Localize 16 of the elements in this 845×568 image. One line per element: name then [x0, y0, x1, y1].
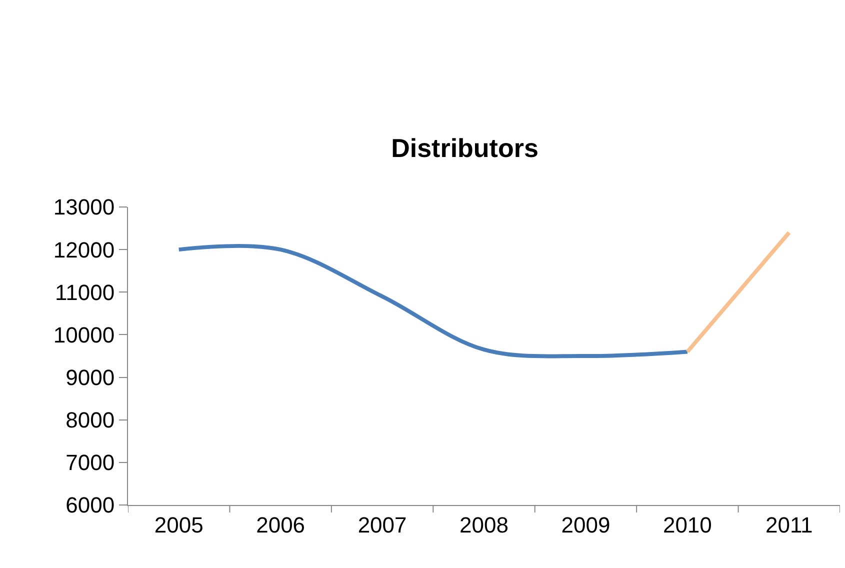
x-tick-label: 2006 — [256, 512, 306, 538]
x-tick-label: 2008 — [460, 512, 508, 538]
chart-title: Distributors — [391, 132, 538, 163]
y-tick-label: 13000 — [53, 194, 115, 220]
y-tick-label: 8000 — [66, 408, 115, 433]
x-tick-label: 2011 — [765, 512, 813, 538]
y-tick-label: 7000 — [66, 450, 115, 476]
x-tick-label: 2007 — [358, 512, 407, 538]
y-tick-label: 9000 — [66, 364, 115, 390]
y-tick-label: 10000 — [53, 322, 115, 348]
y-tick-label: 12000 — [53, 237, 115, 262]
y-tick-label: 6000 — [66, 492, 115, 518]
x-tick-label: 2010 — [662, 512, 712, 538]
x-tick-label: 2009 — [561, 512, 610, 538]
y-tick-label: 11000 — [55, 280, 115, 305]
x-tick-label: 2005 — [154, 512, 204, 538]
